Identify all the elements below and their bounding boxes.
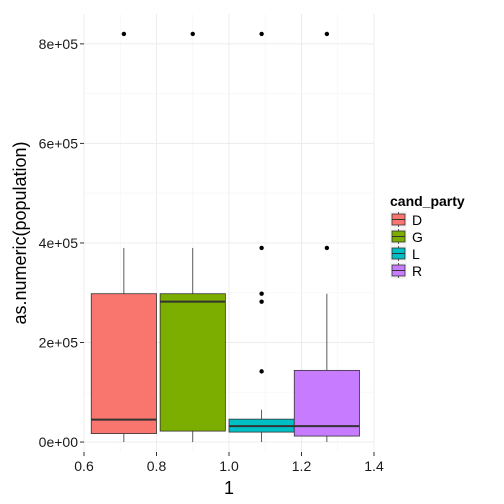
x-tick-label: 1.4 [364,458,384,474]
y-axis-title: as.numeric(population) [10,141,30,324]
outlier-point [259,299,264,304]
legend-entry-L: L [389,244,420,263]
outlier-point [324,31,330,37]
outlier-point [259,369,264,374]
outlier-point [121,31,127,37]
y-tick-label: 2e+05 [39,335,79,351]
box-L [228,31,295,443]
y-axis: 0e+00 2e+05 4e+05 6e+05 8e+05 [39,36,84,450]
legend-label: L [412,246,420,262]
box-G [159,31,226,443]
outlier-point [259,31,264,37]
outlier-point [259,291,264,296]
x-tick-label: 1.0 [219,458,239,474]
legend-label: G [412,229,423,245]
x-axis: 0.6 0.8 1.0 1.2 1.4 [74,452,384,474]
box-body [90,293,157,434]
x-tick-label: 1.2 [292,458,312,474]
y-tick-label: 6e+05 [39,135,79,151]
legend-entry-R: R [389,261,422,280]
outlier-point [190,31,195,37]
y-tick-label: 8e+05 [39,36,79,52]
legend-label: R [412,263,422,279]
legend-entry-G: G [389,227,423,246]
box-D [90,31,157,443]
boxes [90,31,360,443]
legend-entry-D: D [389,210,422,229]
x-tick-label: 0.8 [147,458,167,474]
legend-title: cand_party [390,193,465,209]
y-tick-label: 4e+05 [39,235,79,251]
box-R [293,31,360,443]
box-body [159,293,226,432]
legend-label: D [412,212,422,228]
x-axis-title: 1 [224,478,234,498]
outlier-point [259,245,264,251]
x-tick-label: 0.6 [74,458,94,474]
y-tick-label: 0e+00 [39,434,79,450]
outlier-point [324,245,330,251]
